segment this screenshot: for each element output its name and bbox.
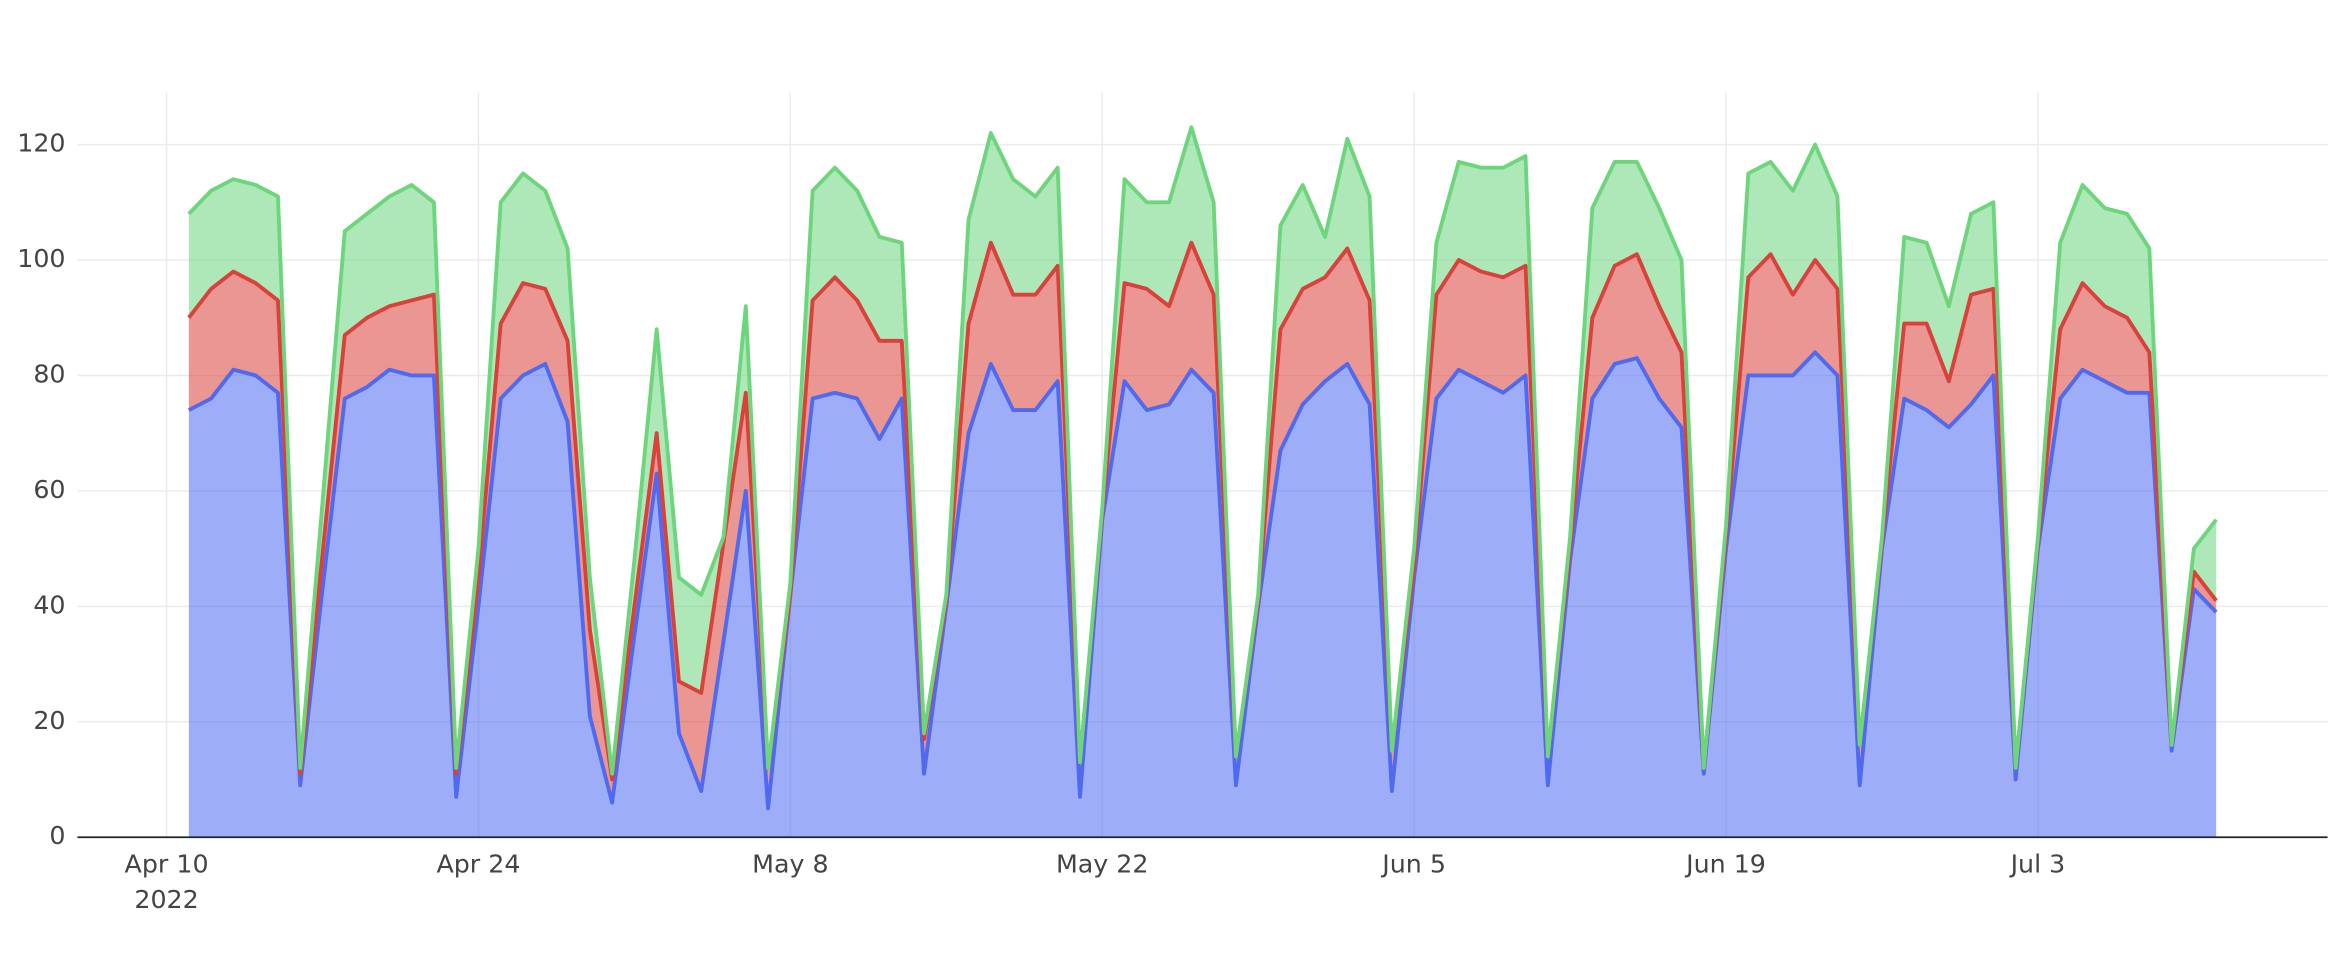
- y-tick-label: 100: [17, 244, 65, 273]
- areas: [188, 127, 2217, 838]
- area-fill: [188, 127, 2217, 780]
- x-tick-label: Jun 5: [1380, 850, 1446, 879]
- y-tick-label: 40: [33, 590, 65, 619]
- x-year-label: 2022: [134, 885, 198, 914]
- axes: 0 20 40 60 80 100 120 Apr 10 2022 Apr 24 May 8 May …: [17, 129, 2328, 914]
- x-tick-label: May 22: [1056, 850, 1149, 879]
- x-tick-label: Jun 19: [1684, 850, 1766, 879]
- area-line: [187, 125, 2218, 776]
- y-tick-label: 0: [49, 821, 65, 850]
- y-tick-label: 80: [33, 359, 65, 388]
- y-tick-label: 20: [33, 706, 65, 735]
- x-tick-label: Apr 24: [436, 850, 520, 879]
- area-fill: [188, 242, 2217, 809]
- y-tick-label: 120: [17, 129, 65, 158]
- area-fill: [188, 352, 2217, 838]
- lines: [187, 125, 2218, 811]
- x-tick-label: Apr 10: [125, 850, 209, 879]
- y-tick-label: 60: [33, 475, 65, 504]
- x-tick-label: Jul 3: [2009, 850, 2066, 879]
- x-tick-label: May 8: [752, 850, 828, 879]
